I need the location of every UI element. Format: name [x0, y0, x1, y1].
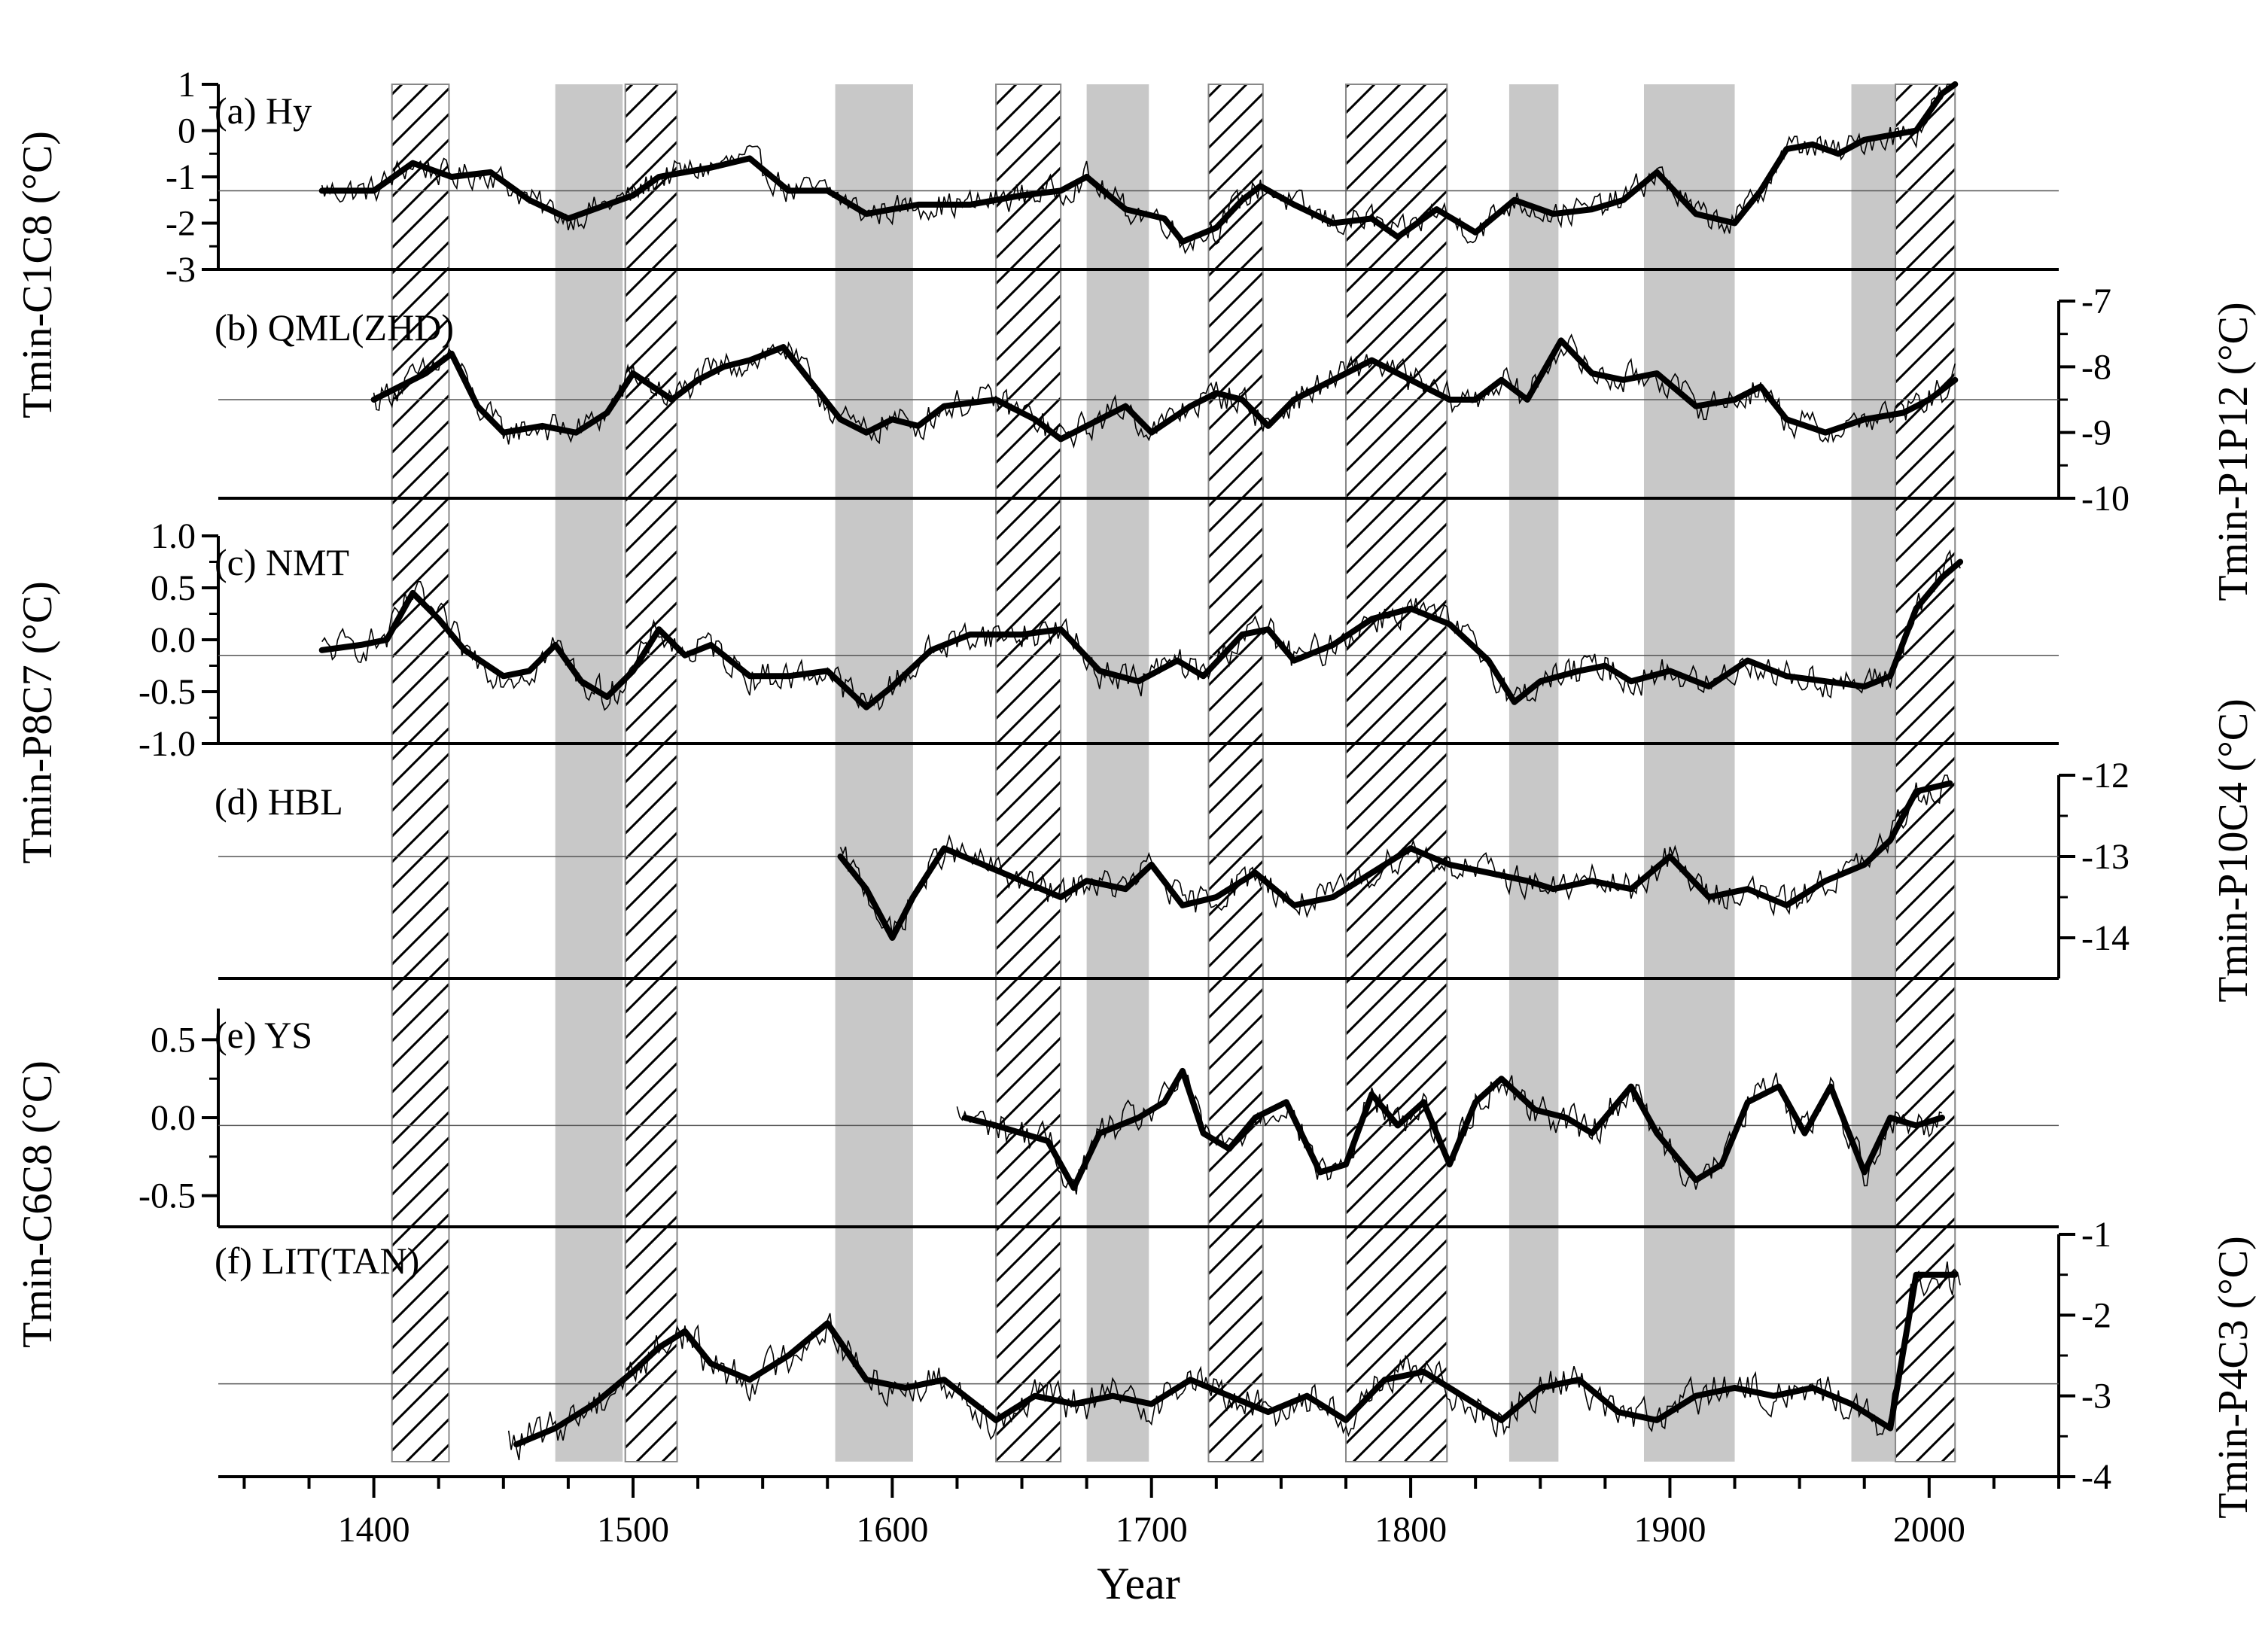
panel-e-ytick-label: -0.5	[139, 1176, 196, 1216]
panel-b-ytick-label: -10	[2081, 479, 2129, 519]
panel-f-ytick-label: -1	[2081, 1215, 2111, 1255]
gray-band-5	[1851, 84, 1896, 1462]
panel-f-ylabel: Tmin-P4C3 (°C)	[2210, 1236, 2257, 1519]
panel-d-ytick-label: -13	[2081, 837, 2129, 877]
panel-a-ytick-label: -3	[166, 250, 196, 290]
hatched-band-1	[624, 84, 678, 1462]
hatched-band-3	[1207, 84, 1264, 1462]
panel-e-smoothed-series	[961, 1067, 1945, 1191]
panel-b-ytick-label: -9	[2081, 413, 2111, 453]
hatched-band-5	[1895, 84, 1956, 1462]
x-tick-label: 1400	[338, 1510, 410, 1550]
panel-f: -4 -3 -2 -1 (f) LIT(TAN)	[215, 1215, 2111, 1497]
panel-c-ytick-label: 0.0	[151, 620, 196, 660]
panel-f-smoothed-series	[513, 1271, 1959, 1448]
panel-f-ytick-label: -4	[2081, 1457, 2111, 1497]
panel-c-ylabel: Tmin-P8C7 (°C)	[14, 581, 61, 864]
panel-b-ytick-label: -8	[2081, 347, 2111, 387]
panel-f-annual-series	[507, 1261, 1961, 1461]
x-tick-label: 1800	[1374, 1510, 1447, 1550]
panel-d-ytick-label: -12	[2081, 756, 2129, 796]
panel-f-label: (f) LIT(TAN)	[215, 1240, 419, 1282]
panel-a-ytick-label: 0	[178, 111, 196, 151]
hatched-band-0	[391, 84, 450, 1462]
panel-e-label: (e) YS	[215, 1014, 312, 1056]
panel-e-ytick-label: 0.5	[151, 1020, 196, 1060]
x-tick-label: 1600	[856, 1510, 928, 1550]
panel-d-label: (d) HBL	[215, 780, 343, 823]
panel-b-ylabel: Tmin-P1P12 (°C)	[2210, 302, 2257, 601]
x-tick-label: 1900	[1633, 1510, 1706, 1550]
gray-band-4	[1644, 84, 1735, 1462]
panel-a-ytick-label: 1	[178, 65, 196, 105]
panel-c-smoothed-series	[318, 558, 1964, 710]
panel-e-ylabel: Tmin-C6C8 (°C)	[14, 1060, 61, 1348]
panel-c-label: (c) NMT	[215, 541, 349, 583]
x-axis: 1400 1500 1600 1700 1800 1900 2000 Year	[242, 1477, 2060, 1608]
panel-c-ytick-label: -1.0	[139, 724, 196, 764]
panel-f-ytick-label: -3	[2081, 1377, 2111, 1416]
panel-b: -10 -9 -8 -7 (b) QML(ZHD)	[215, 281, 2129, 519]
panel-a-ytick-label: -2	[166, 204, 196, 244]
panel-d-ylabel: Tmin-P10C4 (°C)	[2210, 698, 2257, 1003]
panel-c-ytick-label: -0.5	[139, 672, 196, 712]
panel-b-label: (b) QML(ZHD)	[215, 306, 454, 348]
panel-a-label: (a) Hy	[215, 90, 312, 132]
gray-band-3	[1508, 84, 1559, 1462]
x-tick-label: 1500	[597, 1510, 669, 1550]
panel-a-ylabel: Tmin-C1C8 (°C)	[14, 131, 61, 418]
panel-d-ytick-label: -14	[2081, 918, 2129, 958]
x-axis-title: Year	[1097, 1559, 1180, 1608]
period-bands	[391, 84, 1956, 1462]
panel-e-ytick-label: 0.0	[151, 1098, 196, 1138]
x-tick-label: 2000	[1893, 1510, 1965, 1550]
hatched-band-2	[995, 84, 1062, 1462]
gray-band-2	[1086, 84, 1149, 1462]
panels: -3-2-101(a) Hy-10-9-8-7(b) QML(ZHD)-1.0-…	[14, 65, 2257, 1519]
panel-d-smoothed-series	[837, 780, 1953, 941]
panel-a-smoothed-series	[318, 81, 1959, 245]
panel-d: -14 -13 -12 (d) HBL	[215, 756, 2129, 980]
panel-a-ytick-label: -1	[166, 157, 196, 197]
panel-b-smoothed-series	[370, 337, 1959, 443]
panel-c: -1.0 -0.5 0.0 0.5 1.0 (c) NMT	[139, 516, 2059, 764]
gray-band-0	[555, 84, 623, 1462]
panel-a: -3 -2 -1 0 1 (a) Hy	[166, 65, 2059, 290]
panel-f-ytick-label: -2	[2081, 1295, 2111, 1335]
panel-e: -0.5 0.0 0.5 (e) YS	[139, 1009, 2059, 1228]
panel-b-ytick-label: -7	[2081, 281, 2111, 321]
x-tick-label: 1700	[1116, 1510, 1188, 1550]
hatched-band-4	[1344, 84, 1448, 1462]
panel-c-ytick-label: 0.5	[151, 568, 196, 608]
panel-c-ytick-label: 1.0	[151, 516, 196, 556]
gray-band-1	[835, 84, 913, 1462]
